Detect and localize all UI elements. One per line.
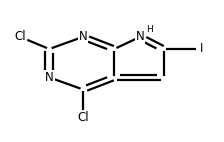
Text: N: N (136, 30, 144, 43)
Text: I: I (200, 42, 203, 56)
Text: N: N (45, 71, 54, 84)
Text: N: N (78, 30, 87, 43)
Text: Cl: Cl (77, 111, 89, 124)
Text: Cl: Cl (14, 30, 26, 43)
Text: H: H (146, 25, 153, 34)
